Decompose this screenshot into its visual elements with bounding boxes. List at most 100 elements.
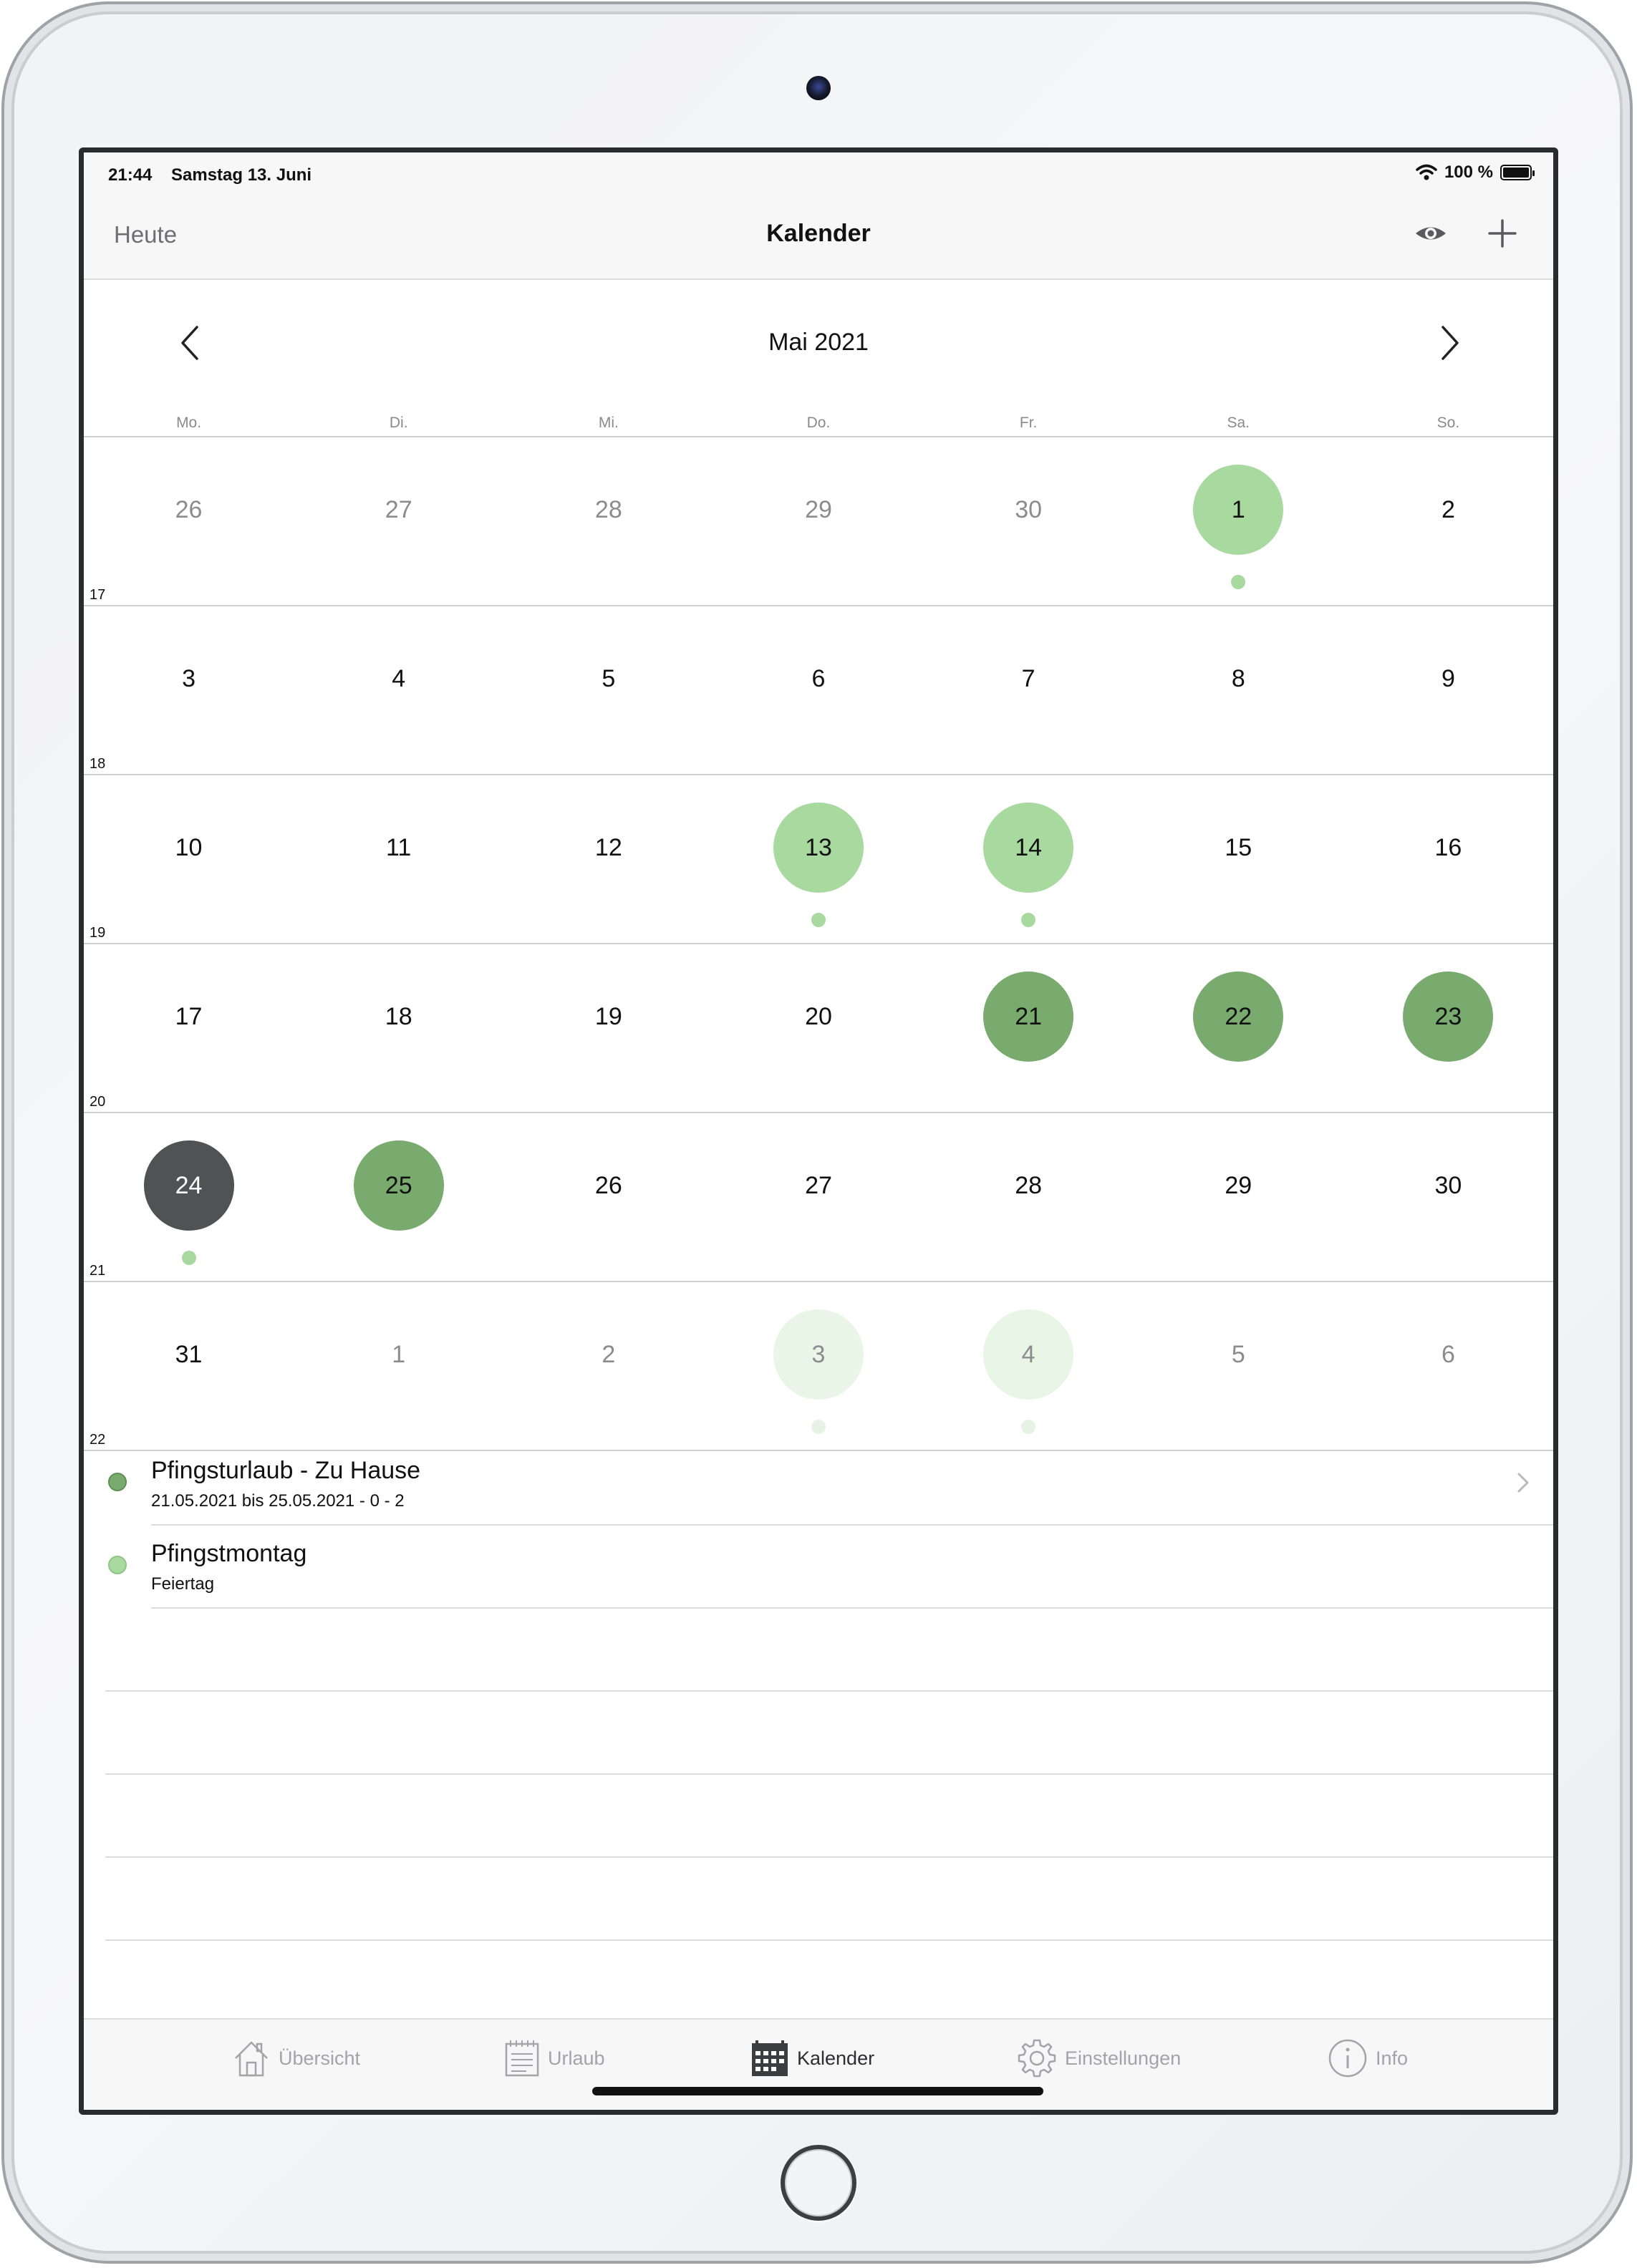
week-row: 21 24 25 26 27 28 29 30 (84, 1112, 1553, 1281)
navigation-bar: Heute Kalender (84, 197, 1553, 280)
tab-label: Übersicht (279, 2047, 361, 2069)
calendar-day[interactable]: 20 (805, 1002, 832, 1030)
tab-kalender[interactable]: Kalender (750, 2037, 874, 2080)
page-title: Kalender (766, 220, 871, 247)
event-row-pfingstmontag[interactable]: Pfingstmontag Feiertag (84, 1526, 1553, 1609)
home-indicator (592, 2087, 1043, 2095)
plus-icon[interactable] (1484, 215, 1520, 251)
event-color-dot (108, 1556, 127, 1574)
calendar-day[interactable]: 9 (1441, 664, 1455, 692)
calendar-day[interactable]: 3 (182, 664, 196, 692)
divider (105, 1939, 1553, 1941)
week-number: 21 (90, 1263, 106, 1279)
battery-icon (1500, 165, 1535, 180)
calendar-day[interactable]: 3 (773, 1309, 864, 1400)
calendar-day[interactable]: 12 (594, 833, 622, 861)
week-number: 19 (90, 925, 106, 941)
event-indicator-dot (1231, 575, 1246, 589)
calendar-day[interactable]: 31 (175, 1340, 203, 1368)
calendar-day[interactable]: 17 (175, 1002, 203, 1030)
event-row-pfingsturlaub[interactable]: Pfingsturlaub - Zu Hause 21.05.2021 bis … (84, 1443, 1553, 1526)
eye-icon[interactable] (1413, 215, 1449, 251)
month-title: Mai 2021 (768, 329, 869, 356)
event-indicator-dot (1021, 1420, 1036, 1434)
notepad-icon (505, 2040, 539, 2077)
gear-icon (1018, 2039, 1056, 2078)
tab-label: Einstellungen (1065, 2047, 1182, 2069)
chevron-right-icon (1517, 1473, 1529, 1493)
calendar-day[interactable]: 23 (1403, 971, 1494, 1062)
calendar-day[interactable]: 29 (1225, 1171, 1252, 1199)
calendar-day[interactable]: 4 (392, 664, 406, 692)
calendar-day[interactable]: 22 (1193, 971, 1284, 1062)
week-row: 22 31 1 2 3 4 5 6 (84, 1281, 1553, 1450)
calendar-day[interactable]: 2 (1441, 495, 1455, 523)
tab-uebersicht[interactable]: Übersicht (231, 2037, 360, 2080)
calendar-day[interactable]: 28 (1015, 1171, 1043, 1199)
status-time: 21:44 (108, 165, 153, 185)
front-camera (806, 76, 831, 100)
calendar-day[interactable]: 27 (805, 1171, 832, 1199)
event-indicator-dot (811, 913, 826, 927)
calendar-day[interactable]: 6 (1441, 1340, 1455, 1368)
event-subtitle: Feiertag (151, 1574, 215, 1594)
calendar-day[interactable]: 28 (594, 495, 622, 523)
calendar-day[interactable]: 6 (811, 664, 826, 692)
weekday-label: Sa. (1227, 415, 1250, 431)
calendar-day[interactable]: 2 (602, 1340, 616, 1368)
app-screen: 21:44 Samstag 13. Juni 100 % Heute Kalen… (79, 147, 1558, 2115)
event-title: Pfingstmontag (151, 1540, 307, 1567)
calendar-day[interactable]: 30 (1434, 1171, 1462, 1199)
tab-info[interactable]: Info (1327, 2037, 1408, 2080)
calendar-day[interactable]: 7 (1021, 664, 1035, 692)
calendar-day[interactable]: 24 (143, 1140, 234, 1231)
next-month-button[interactable] (1430, 321, 1466, 364)
status-bar: 21:44 Samstag 13. Juni 100 % (84, 152, 1553, 197)
today-button[interactable]: Heute (114, 221, 178, 248)
week-number: 22 (90, 1432, 106, 1448)
divider (84, 1450, 1553, 1451)
calendar-day[interactable]: 29 (805, 495, 832, 523)
calendar-day[interactable]: 4 (983, 1309, 1074, 1400)
event-indicator-dot (1021, 913, 1036, 927)
hardware-home-button[interactable] (781, 2145, 856, 2221)
calendar-day[interactable]: 10 (175, 833, 203, 861)
divider (151, 1524, 1553, 1526)
calendar-day[interactable]: 13 (773, 803, 864, 893)
event-color-dot (108, 1473, 127, 1491)
calendar-day[interactable]: 15 (1225, 833, 1252, 861)
calendar-icon (752, 2040, 788, 2076)
calendar-day[interactable]: 25 (353, 1140, 444, 1231)
status-date: Samstag 13. Juni (171, 165, 312, 185)
house-icon (235, 2041, 268, 2077)
weekday-label: Mo. (176, 415, 202, 431)
calendar-day[interactable]: 21 (983, 971, 1074, 1062)
calendar-day[interactable]: 30 (1015, 495, 1043, 523)
weekday-label: Do. (806, 415, 831, 431)
tab-urlaub[interactable]: Urlaub (503, 2037, 605, 2080)
divider (105, 1856, 1553, 1858)
week-row: 20 17 18 19 20 21 22 23 (84, 943, 1553, 1112)
event-title: Pfingsturlaub - Zu Hause (151, 1457, 421, 1484)
calendar-day[interactable]: 19 (594, 1002, 622, 1030)
calendar-day[interactable]: 5 (1231, 1340, 1245, 1368)
calendar-day[interactable]: 8 (1231, 664, 1245, 692)
calendar-day[interactable]: 26 (594, 1171, 622, 1199)
calendar-day[interactable]: 18 (385, 1002, 412, 1030)
weekday-header: Mo. Di. Mi. Do. Fr. Sa. So. (84, 415, 1553, 435)
calendar-day[interactable]: 16 (1434, 833, 1462, 861)
calendar-day[interactable]: 11 (386, 833, 412, 861)
calendar-day[interactable]: 26 (175, 495, 203, 523)
divider (105, 1773, 1553, 1775)
calendar-day[interactable]: 1 (1193, 465, 1284, 555)
calendar-day[interactable]: 14 (983, 803, 1074, 893)
calendar-day[interactable]: 27 (385, 495, 412, 523)
divider (151, 1607, 1553, 1609)
battery-percentage: 100 % (1444, 163, 1493, 182)
event-indicator-dot (811, 1420, 826, 1434)
tab-einstellungen[interactable]: Einstellungen (1016, 2037, 1181, 2080)
event-subtitle: 21.05.2021 bis 25.05.2021 - 0 - 2 (151, 1491, 405, 1511)
previous-month-button[interactable] (174, 321, 210, 364)
calendar-day[interactable]: 1 (392, 1340, 406, 1368)
calendar-day[interactable]: 5 (602, 664, 616, 692)
